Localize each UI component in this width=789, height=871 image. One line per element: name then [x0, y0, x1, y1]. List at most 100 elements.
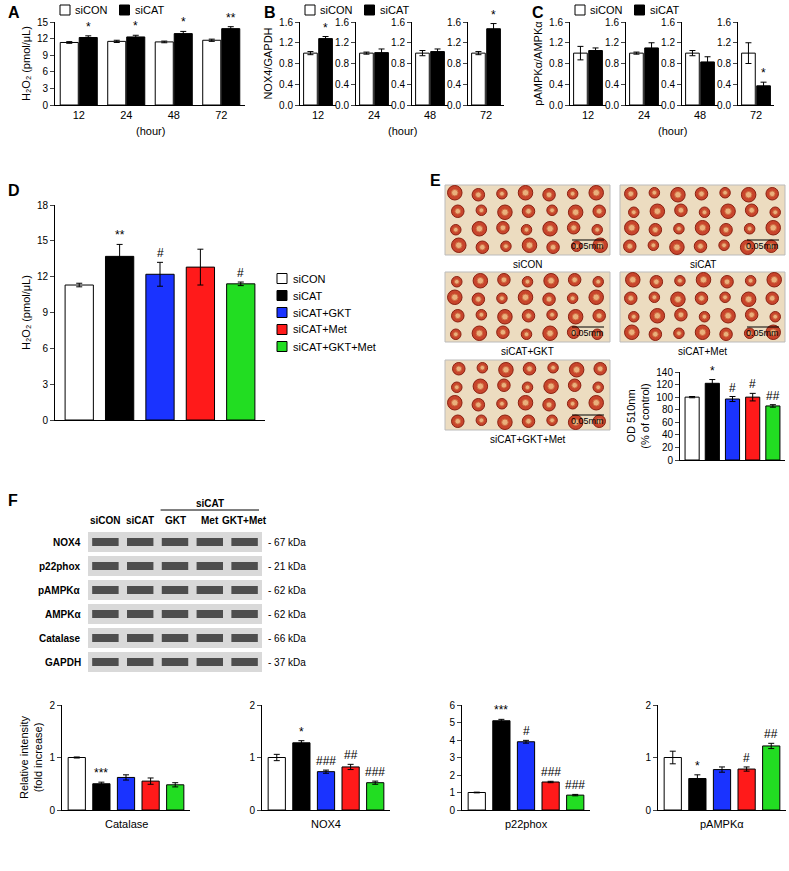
svg-text:- 37 kDa: - 37 kDa [268, 657, 306, 668]
svg-text:siCAT: siCAT [293, 290, 322, 302]
svg-text:24: 24 [368, 109, 380, 121]
svg-text:1.2: 1.2 [661, 37, 675, 48]
svg-text:0: 0 [49, 805, 55, 816]
svg-text:1.2: 1.2 [717, 37, 731, 48]
svg-text:0.4: 0.4 [391, 79, 405, 90]
svg-text:F: F [8, 492, 18, 509]
svg-text:GKT+Met: GKT+Met [222, 515, 267, 526]
svg-text:0.05mm: 0.05mm [571, 328, 604, 338]
svg-text:2: 2 [645, 700, 651, 711]
svg-text:OD 510nm(% of control): OD 510nm(% of control) [625, 383, 651, 448]
svg-text:2: 2 [49, 700, 55, 711]
svg-text:1.2: 1.2 [447, 37, 461, 48]
svg-text:GAPDH: GAPDH [45, 657, 81, 668]
svg-text:72: 72 [480, 109, 492, 121]
svg-text:siCON: siCON [293, 273, 325, 285]
svg-text:1.6: 1.6 [447, 17, 461, 28]
svg-text:*: * [695, 759, 700, 773]
svg-text:0: 0 [42, 415, 48, 426]
svg-text:E: E [430, 172, 441, 189]
svg-text:p22phox: p22phox [505, 818, 548, 830]
svg-text:siCON: siCON [75, 4, 107, 16]
svg-text:1: 1 [645, 752, 651, 763]
svg-text:1.6: 1.6 [605, 17, 619, 28]
svg-text:1.2: 1.2 [279, 37, 293, 48]
svg-text:72: 72 [750, 109, 762, 121]
svg-text:0.4: 0.4 [279, 79, 293, 90]
svg-text:0.8: 0.8 [549, 58, 563, 69]
svg-text:140: 140 [656, 367, 673, 378]
svg-text:###: ### [316, 754, 336, 768]
svg-text:siCAT+GKT: siCAT+GKT [293, 307, 351, 319]
svg-text:0.0: 0.0 [279, 100, 293, 111]
svg-text:*: * [323, 21, 328, 35]
svg-text:##: ## [344, 748, 358, 762]
svg-text:48: 48 [424, 109, 436, 121]
svg-text:siCAT: siCAT [135, 4, 164, 16]
svg-text:- 62 kDa: - 62 kDa [268, 609, 306, 620]
svg-text:20: 20 [662, 442, 674, 453]
svg-text:5: 5 [449, 717, 455, 728]
svg-text:0.0: 0.0 [335, 100, 349, 111]
svg-text:18: 18 [37, 200, 49, 211]
svg-text:0.0: 0.0 [447, 100, 461, 111]
svg-text:0: 0 [249, 805, 255, 816]
svg-text:siCAT: siCAT [196, 498, 224, 509]
svg-text:0.0: 0.0 [661, 100, 675, 111]
svg-text:1: 1 [49, 752, 55, 763]
svg-text:0.4: 0.4 [661, 79, 675, 90]
svg-text:15: 15 [37, 17, 49, 28]
svg-text:*: * [761, 66, 766, 80]
svg-text:- 21 kDa: - 21 kDa [268, 561, 306, 572]
svg-text:1.6: 1.6 [335, 17, 349, 28]
svg-text:##: ## [766, 389, 780, 403]
svg-text:0.0: 0.0 [717, 100, 731, 111]
svg-text:0.4: 0.4 [605, 79, 619, 90]
svg-text:**: ** [115, 228, 125, 242]
svg-text:(hour): (hour) [388, 125, 417, 137]
svg-text:3: 3 [42, 379, 48, 390]
svg-text:6: 6 [449, 700, 455, 711]
svg-text:Catalase: Catalase [105, 818, 148, 830]
svg-text:9: 9 [42, 50, 48, 61]
svg-text:B: B [264, 4, 276, 21]
svg-text:p22phox: p22phox [39, 561, 81, 572]
svg-text:H₂O₂ (pmol/μL): H₂O₂ (pmol/μL) [20, 275, 32, 350]
svg-text:24: 24 [638, 109, 650, 121]
svg-text:**: ** [226, 11, 236, 25]
svg-text:#: # [749, 377, 756, 391]
svg-text:2: 2 [449, 770, 455, 781]
svg-text:siCON: siCON [513, 259, 542, 270]
svg-text:###: ### [365, 765, 385, 779]
svg-text:*: * [133, 19, 138, 33]
svg-text:*: * [86, 20, 91, 34]
svg-text:0: 0 [449, 805, 455, 816]
svg-text:###: ### [541, 765, 561, 779]
svg-text:- 66 kDa: - 66 kDa [268, 633, 306, 644]
svg-text:*: * [299, 725, 304, 739]
svg-text:0.05mm: 0.05mm [571, 241, 604, 251]
svg-text:A: A [8, 4, 20, 21]
svg-text:6: 6 [42, 343, 48, 354]
svg-text:12: 12 [312, 109, 324, 121]
svg-text:0.4: 0.4 [717, 79, 731, 90]
svg-text:siCAT: siCAT [690, 259, 716, 270]
svg-text:0.8: 0.8 [661, 58, 675, 69]
svg-text:48: 48 [168, 109, 180, 121]
svg-text:1.6: 1.6 [279, 17, 293, 28]
svg-text:9: 9 [42, 307, 48, 318]
svg-text:siCAT+GKT+Met: siCAT+GKT+Met [293, 341, 376, 353]
svg-text:siCAT: siCAT [650, 4, 679, 16]
svg-text:siCON: siCON [590, 4, 622, 16]
svg-text:C: C [532, 4, 544, 21]
svg-text:15: 15 [37, 235, 49, 246]
svg-text:0: 0 [645, 805, 651, 816]
svg-text:siCON: siCON [320, 4, 352, 16]
svg-text:*: * [491, 8, 496, 22]
svg-text:12: 12 [37, 271, 49, 282]
svg-text:Catalase: Catalase [39, 633, 81, 644]
svg-text:Met: Met [201, 515, 219, 526]
svg-text:0.8: 0.8 [605, 58, 619, 69]
svg-text:siCAT: siCAT [380, 4, 409, 16]
svg-text:4: 4 [449, 735, 455, 746]
